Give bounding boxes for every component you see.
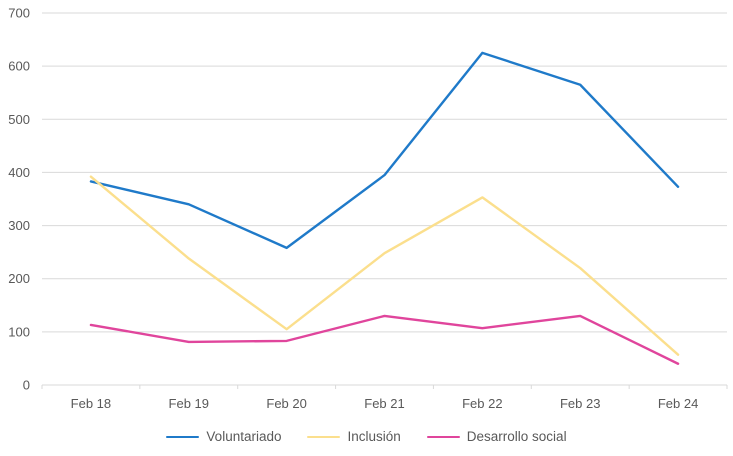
series-line-voluntariado [89,51,680,250]
legend-label: Voluntariado [206,429,282,445]
y-axis-label: 200 [8,271,30,286]
x-axis-label: Feb 24 [658,396,698,411]
legend-item-desarrollo-social: Desarrollo social [426,429,567,445]
legend-line-swatch [426,435,460,439]
y-axis-label: 300 [8,218,30,233]
x-axis-label: Feb 22 [462,396,502,411]
x-axis-label: Feb 21 [364,396,404,411]
x-axis-label: Feb 23 [560,396,600,411]
y-axis-label: 100 [8,324,30,339]
x-axis-label: Feb 18 [71,396,111,411]
chart-legend: Voluntariado Inclusión Desarrollo social [0,418,733,456]
x-axis-label: Feb 19 [169,396,209,411]
series-line-desarrollo-social [89,314,680,365]
legend-label: Inclusión [347,429,401,445]
y-axis-label: 0 [23,378,30,393]
plot-svg: 0 100 200 300 400 500 600 700 Feb 18 Feb 19 Feb 20… [8,6,728,411]
legend-item-inclusion: Inclusión [307,429,401,445]
y-axis-label: 500 [8,112,30,127]
legend-item-voluntariado: Voluntariado [166,430,281,444]
x-axis-label: Feb 20 [266,396,306,411]
y-axis-label: 700 [8,6,30,21]
legend-line-swatch [307,435,341,439]
y-axis-label: 400 [8,165,30,180]
legend-label: Desarrollo social [466,429,567,445]
legend-line-swatch [166,435,200,439]
series-line-inclusion [89,175,680,356]
y-axis-label: 600 [8,59,30,74]
